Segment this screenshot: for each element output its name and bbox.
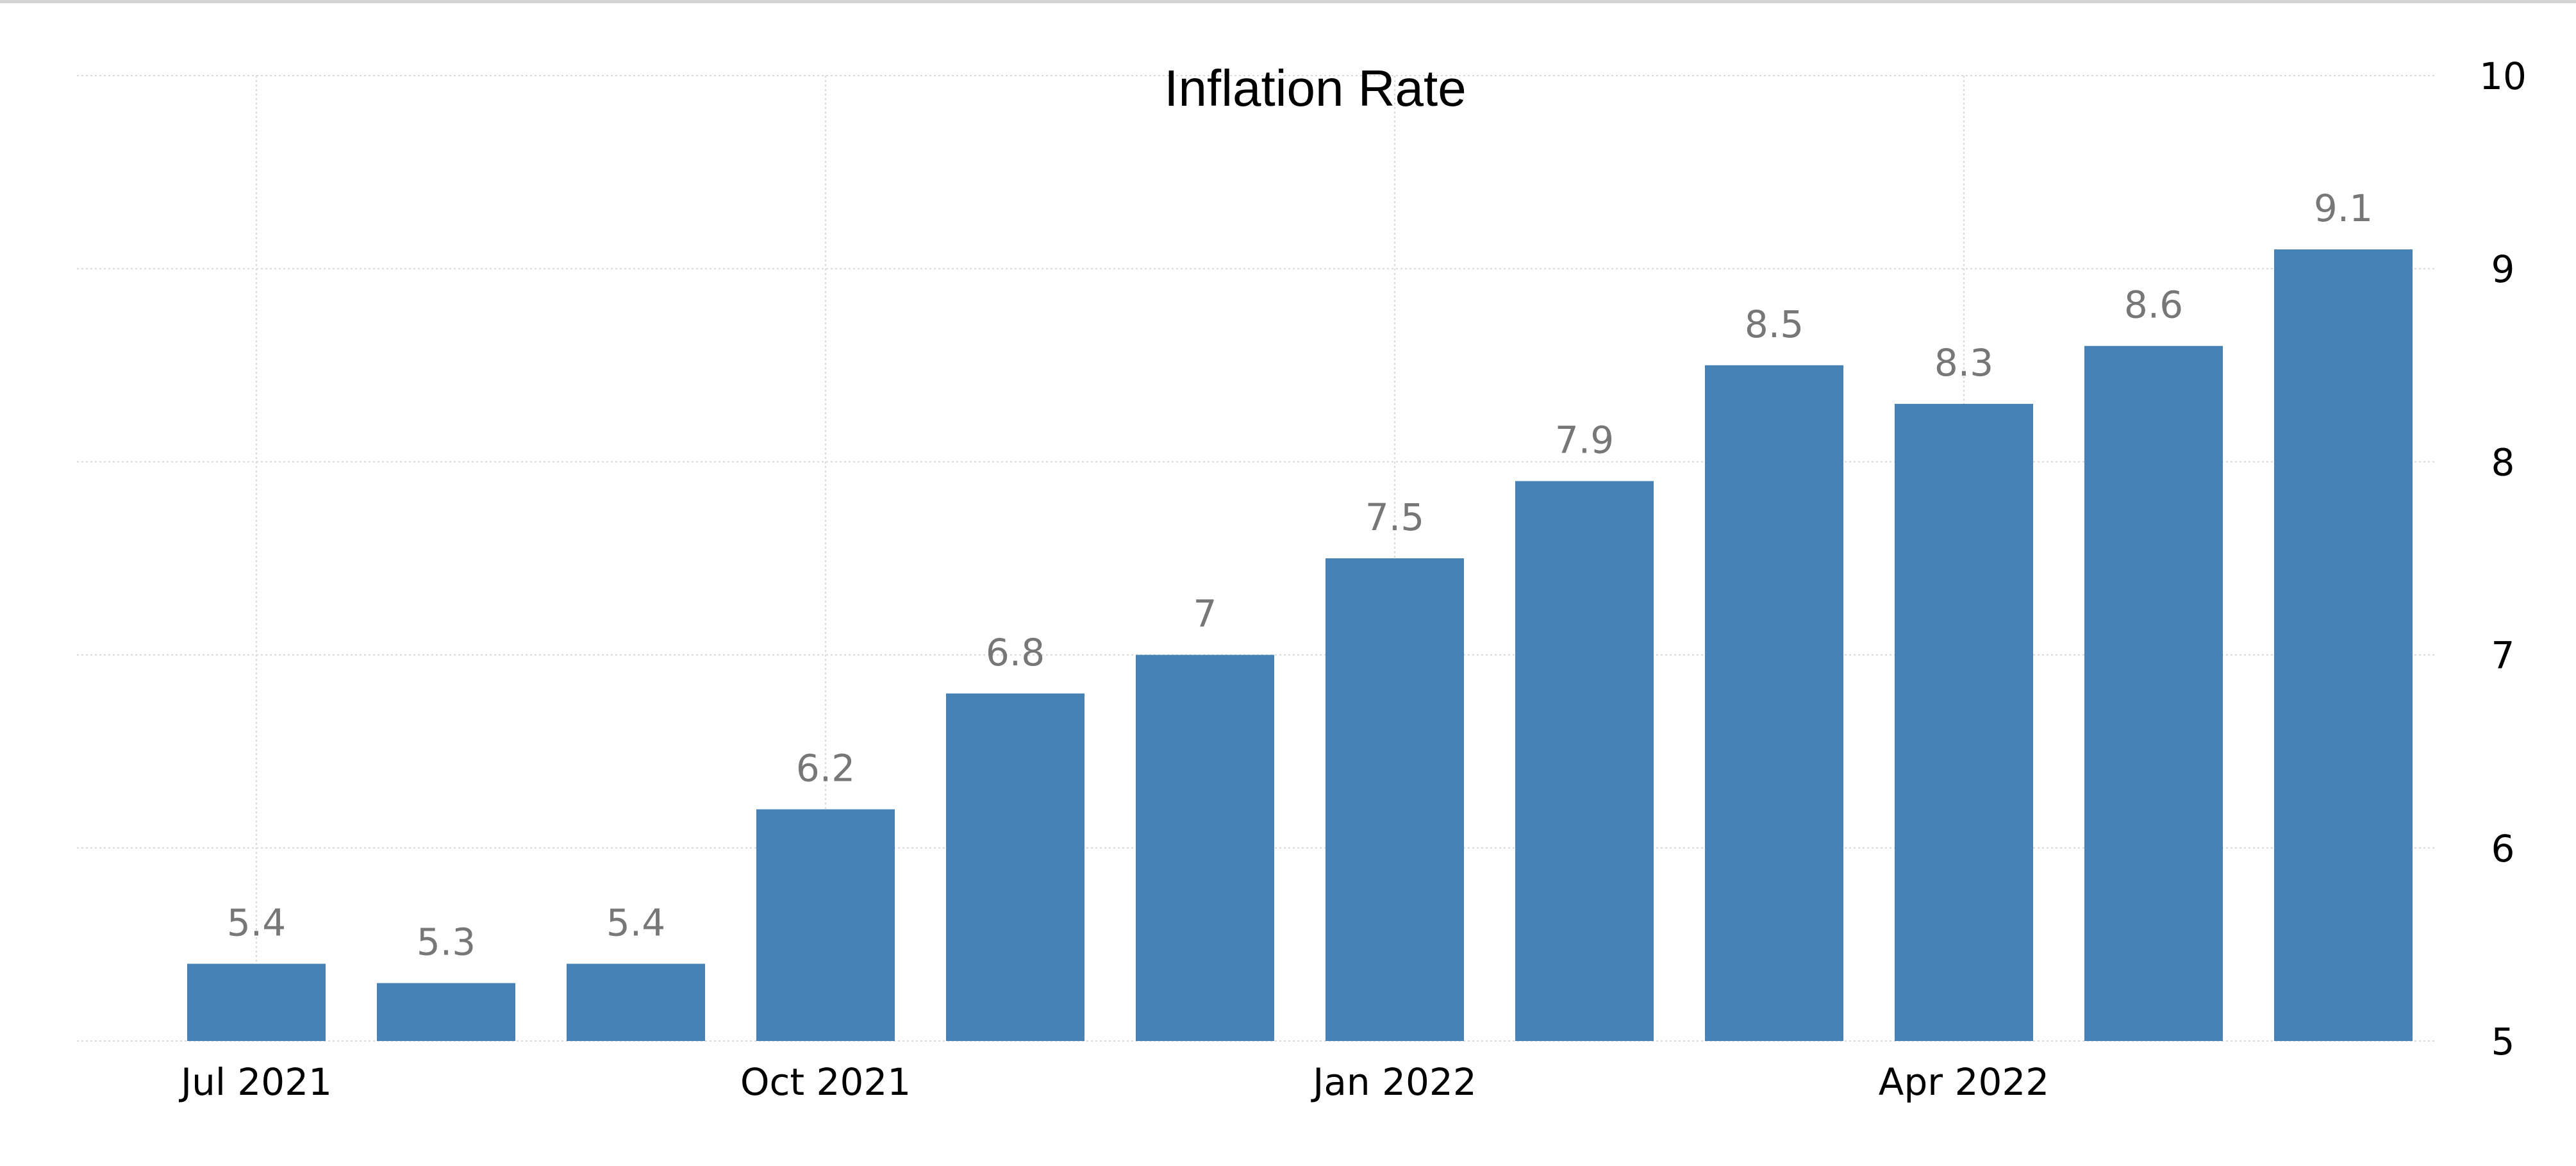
y-tick-label: 10 (2479, 54, 2527, 98)
top-divider (0, 0, 2576, 3)
bar-value-label: 6.2 (796, 747, 855, 790)
y-tick-label: 6 (2491, 827, 2515, 870)
chart-title: Inflation Rate (1164, 60, 1466, 117)
bar-value-label: 5.4 (227, 901, 286, 945)
x-tick-label: Apr 2022 (1879, 1060, 2049, 1104)
bar (2084, 346, 2223, 1042)
y-tick-label: 5 (2491, 1020, 2515, 1063)
bar (187, 963, 326, 1041)
y-tick-label: 9 (2491, 247, 2515, 291)
bar (756, 809, 895, 1041)
bar-value-label: 7 (1193, 592, 1217, 636)
x-tick-label: Oct 2021 (740, 1060, 911, 1104)
x-tick-label: Jul 2021 (179, 1060, 332, 1104)
bar (946, 693, 1084, 1041)
bar-value-label: 8.5 (1745, 303, 1804, 346)
bar (1325, 558, 1464, 1041)
x-axis-ticks: Jul 2021 Oct 2021 Jan 2022 Apr 2022 (179, 1060, 2049, 1104)
bar (1136, 654, 1274, 1041)
bar (1705, 365, 1843, 1041)
bar-value-label: 6.8 (986, 631, 1045, 674)
y-tick-label: 7 (2491, 634, 2515, 678)
x-tick-label: Jan 2022 (1311, 1060, 1476, 1104)
bar-value-label: 7.9 (1555, 419, 1614, 462)
bar (567, 963, 705, 1041)
bar-value-label: 5.4 (606, 901, 665, 945)
y-tick-label: 8 (2491, 440, 2515, 484)
bar-value-label: 8.3 (1934, 341, 1993, 385)
bar (2274, 249, 2413, 1042)
bar-value-label: 7.5 (1365, 496, 1424, 539)
bar-value-label: 9.1 (2314, 187, 2373, 230)
bars (187, 249, 2413, 1042)
bar (377, 983, 515, 1041)
bar-value-label: 8.6 (2124, 283, 2183, 327)
bar (1515, 481, 1654, 1041)
y-axis-ticks: 5 6 7 8 9 10 (2479, 54, 2527, 1063)
bar (1895, 404, 2033, 1041)
bar-value-label: 5.3 (417, 920, 476, 964)
data-labels: 5.4 5.3 5.4 6.2 6.8 7 7.5 7.9 8.5 8.3 8.6 9.1 (227, 187, 2373, 964)
